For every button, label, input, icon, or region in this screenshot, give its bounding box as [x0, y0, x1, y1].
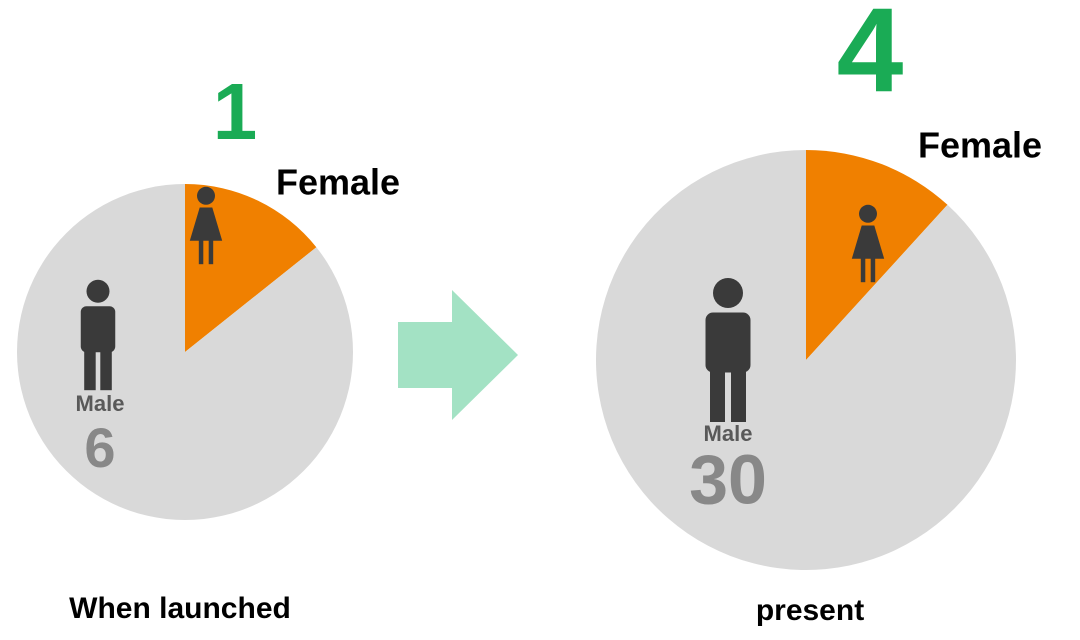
chart-title: present	[756, 594, 864, 627]
male-icon	[705, 278, 751, 422]
value-label: 30	[689, 440, 767, 518]
pie-slice	[16, 184, 353, 520]
category-label: Male	[704, 421, 753, 446]
icon-body	[851, 225, 885, 259]
icon-head	[197, 186, 215, 205]
icon-body	[189, 207, 223, 241]
icon-head	[713, 278, 743, 308]
icon-body	[80, 306, 116, 353]
icon-leg	[731, 365, 746, 422]
pies	[16, 150, 1017, 570]
icon-leg	[84, 346, 96, 391]
chart-title: When launched	[69, 592, 291, 625]
category-label: Male	[76, 391, 125, 416]
icon-leg	[870, 257, 876, 283]
pie-slice	[596, 150, 1017, 570]
value-label: 6	[84, 416, 115, 479]
value-label: 1	[213, 67, 258, 156]
category-label: Female	[276, 162, 400, 203]
icon-leg	[710, 365, 725, 422]
value-label: 4	[837, 0, 904, 118]
icon-leg	[860, 257, 866, 283]
female-icon	[189, 186, 223, 265]
icon-body	[705, 312, 751, 373]
male-icon	[80, 279, 116, 391]
female-icon	[851, 204, 885, 283]
icon-head	[86, 279, 110, 303]
icon-head	[859, 204, 877, 223]
arrow	[398, 290, 518, 420]
icon-leg	[208, 239, 214, 265]
icons	[80, 186, 885, 422]
pie-slice	[185, 184, 317, 352]
icon-leg	[198, 239, 204, 265]
icon-leg	[100, 346, 112, 391]
category-label: Female	[918, 125, 1042, 166]
